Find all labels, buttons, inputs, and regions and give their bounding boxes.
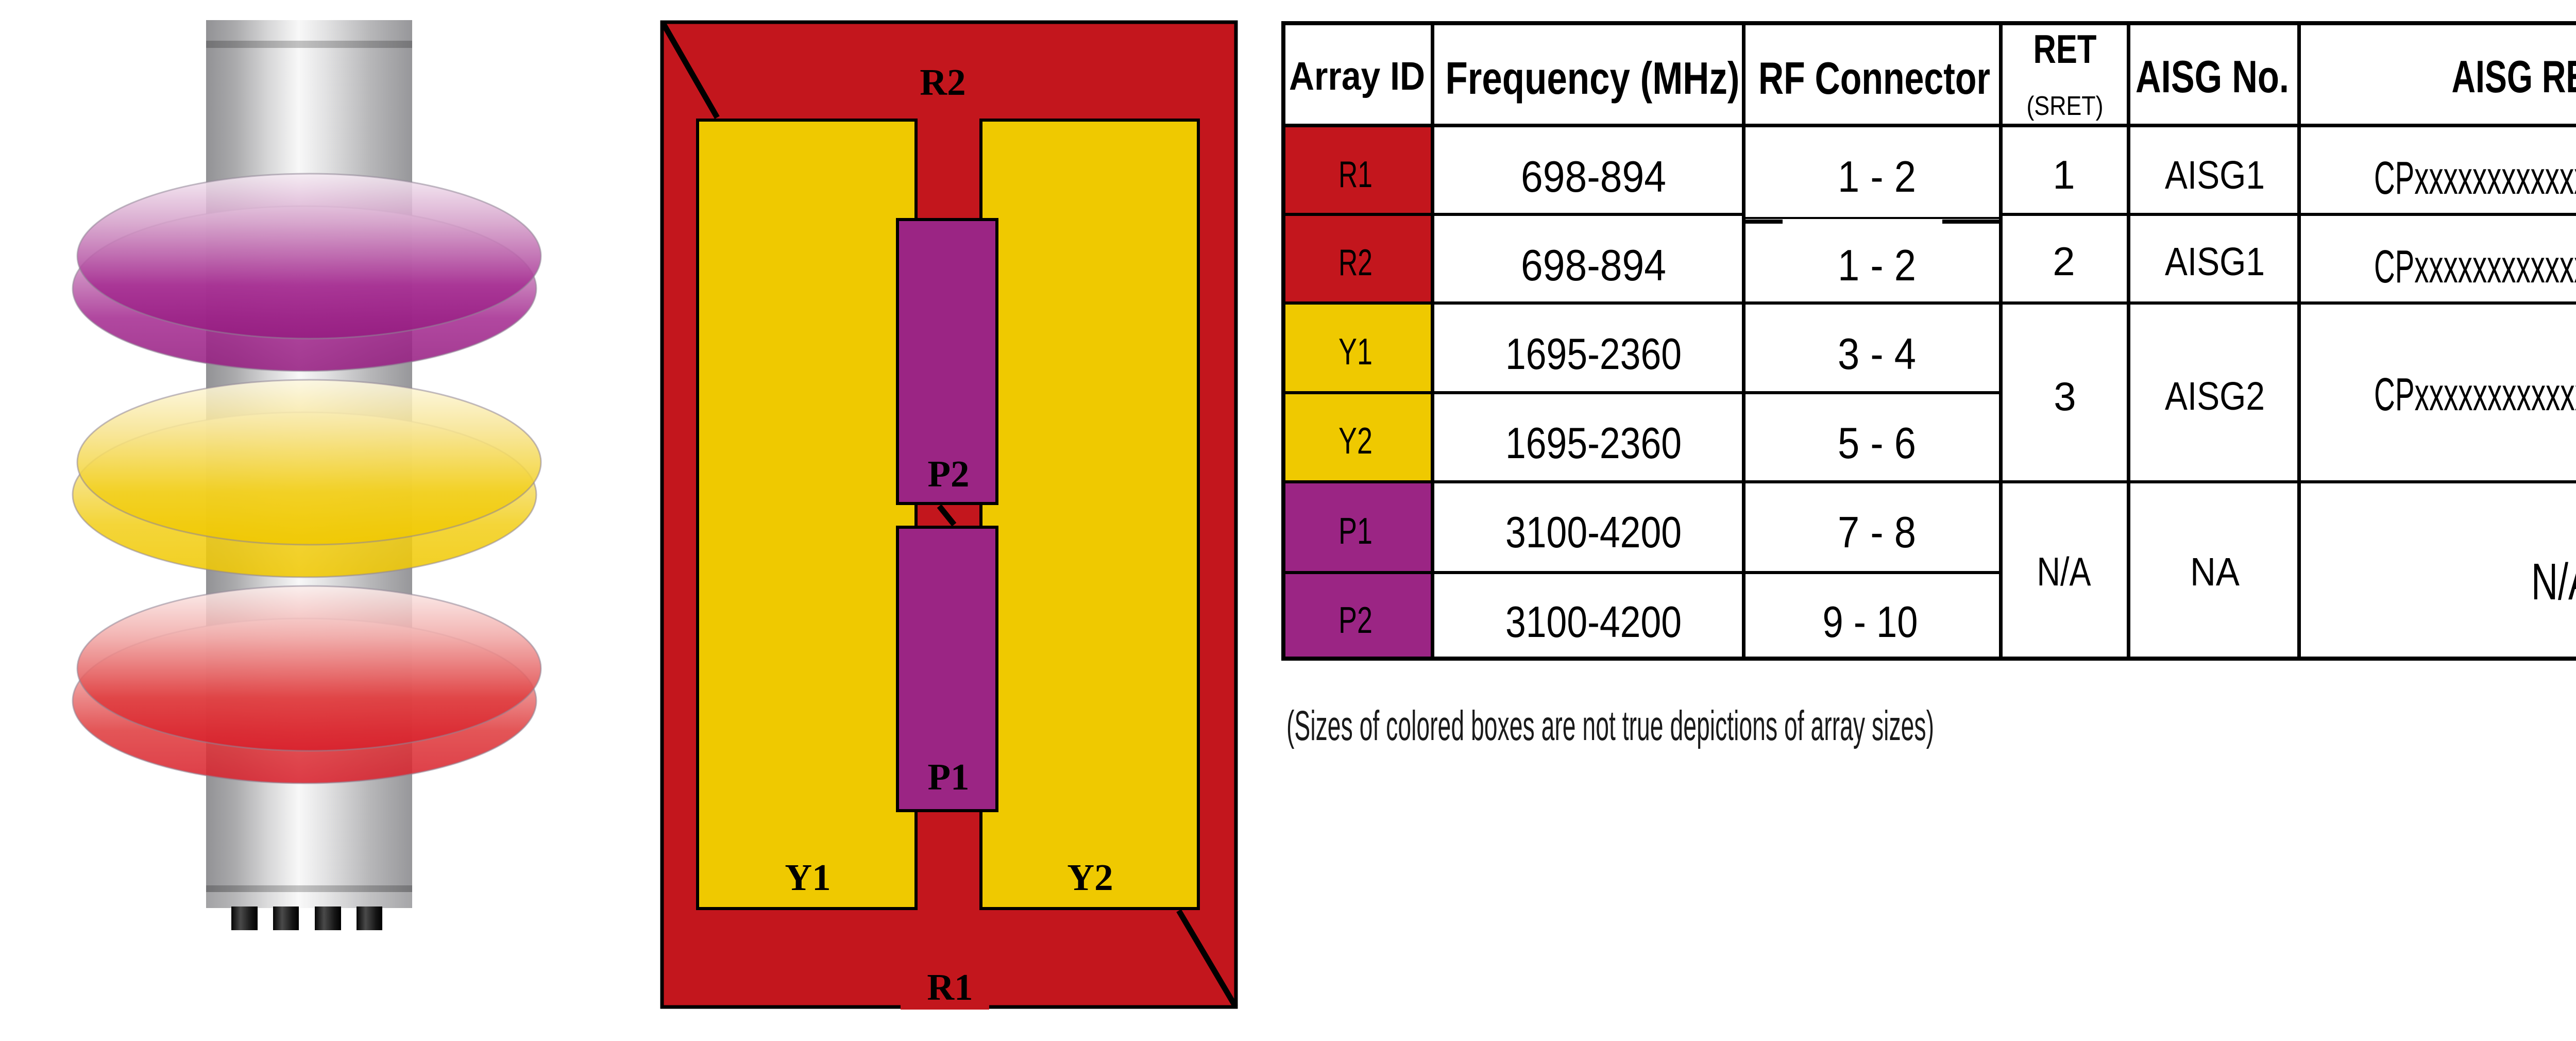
svg-text:CPxxxxxxxxxxxxxxxxxxxxxxY1: CPxxxxxxxxxxxxxxxxxxxxxxY1: [2374, 369, 2576, 421]
svg-text:Frequency (MHz): Frequency (MHz): [1446, 53, 1740, 104]
svg-text:(SRET): (SRET): [2027, 91, 2104, 121]
svg-text:AISG RET UID: AISG RET UID: [2452, 51, 2576, 102]
svg-text:Y1: Y1: [785, 857, 831, 898]
svg-text:1: 1: [2053, 152, 2075, 197]
svg-text:3100-4200: 3100-4200: [1505, 598, 1682, 647]
svg-text:R1: R1: [927, 966, 973, 1008]
svg-text:Array ID: Array ID: [1289, 54, 1425, 98]
svg-text:AISG1: AISG1: [2165, 240, 2265, 284]
svg-text:1 - 2: 1 - 2: [1838, 153, 1916, 202]
svg-text:1695-2360: 1695-2360: [1505, 330, 1682, 379]
svg-text:P1: P1: [1338, 511, 1372, 552]
svg-text:Y2: Y2: [1338, 421, 1372, 462]
svg-text:AISG1: AISG1: [2165, 153, 2265, 197]
svg-text:P1: P1: [927, 756, 969, 798]
svg-text:R2: R2: [920, 61, 965, 103]
svg-text:CPxxxxxxxxxxxxxxxxxxxxxxR2: CPxxxxxxxxxxxxxxxxxxxxxxR2: [2374, 241, 2576, 293]
svg-text:R2: R2: [1338, 242, 1372, 283]
svg-text:P2: P2: [1338, 600, 1372, 641]
svg-text:RF Connector: RF Connector: [1758, 53, 1990, 104]
svg-text:R1: R1: [1338, 154, 1372, 195]
svg-text:5 - 6: 5 - 6: [1838, 419, 1916, 468]
svg-text:3 - 4: 3 - 4: [1838, 330, 1916, 379]
svg-text:3: 3: [2054, 374, 2076, 419]
svg-text:AISG No.: AISG No.: [2136, 51, 2289, 102]
svg-text:NA: NA: [2190, 550, 2240, 594]
svg-text:9 - 10: 9 - 10: [1823, 598, 1918, 647]
svg-text:3100-4200: 3100-4200: [1505, 508, 1682, 557]
svg-text:1 - 2: 1 - 2: [1838, 241, 1916, 290]
svg-text:698-894: 698-894: [1521, 153, 1666, 202]
svg-text:Y2: Y2: [1067, 857, 1113, 898]
svg-text:7 - 8: 7 - 8: [1838, 508, 1916, 557]
svg-text:1695-2360: 1695-2360: [1505, 419, 1682, 468]
svg-text:698-894: 698-894: [1521, 241, 1666, 290]
svg-text:P2: P2: [927, 453, 969, 495]
svg-text:RET: RET: [2033, 26, 2097, 72]
svg-text:CPxxxxxxxxxxxxxxxxxxxxxxR1: CPxxxxxxxxxxxxxxxxxxxxxxR1: [2374, 153, 2576, 204]
svg-text:AISG2: AISG2: [2165, 374, 2265, 418]
svg-text:Y1: Y1: [1338, 331, 1372, 373]
svg-text:2: 2: [2053, 239, 2075, 284]
svg-text:N/A: N/A: [2037, 549, 2091, 594]
svg-text:N/A: N/A: [2531, 553, 2576, 611]
svg-text:(Sizes of colored boxes are no: (Sizes of colored boxes are not true dep…: [1286, 702, 1934, 749]
